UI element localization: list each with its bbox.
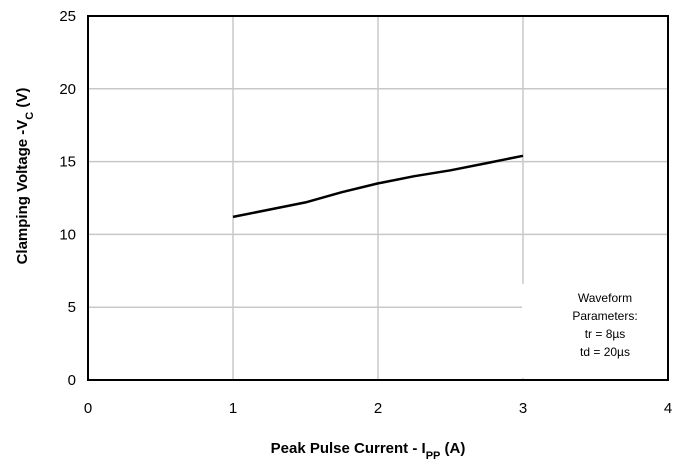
annotation-line-2: Parameters:: [572, 309, 637, 323]
y-tick-label: 0: [68, 372, 76, 389]
y-tick-label: 15: [59, 154, 76, 171]
x-tick-label: 4: [664, 400, 672, 417]
annotation-line-1: Waveform: [578, 291, 632, 305]
y-tick-label: 25: [59, 8, 76, 25]
x-tick-label: 3: [519, 400, 527, 417]
annotation-line-3: tr = 8µs: [585, 327, 626, 341]
plot-frame: [87, 15, 669, 381]
series-line-1: [232, 154, 524, 219]
x-tick-label: 2: [374, 400, 382, 417]
y-axis-title: Clamping Voltage -VC (V): [14, 88, 36, 265]
x-tick-label: 0: [84, 400, 92, 417]
grid: [88, 16, 668, 380]
y-tick-label: 10: [59, 226, 76, 243]
y-tick-label: 5: [68, 299, 76, 316]
annotation-background: [522, 284, 668, 378]
x-tick-label: 1: [229, 400, 237, 417]
x-tick-labels: 0 1 2 3 4: [84, 400, 672, 417]
series-group: [232, 154, 524, 219]
annotation-line-4: td = 20µs: [580, 345, 630, 359]
y-tick-label: 20: [59, 81, 76, 98]
y-tick-labels: 0 5 10 15 20 25: [59, 8, 76, 389]
x-axis-title: Peak Pulse Current - IPP (A): [271, 440, 466, 461]
annotation-box: Waveform Parameters: tr = 8µs td = 20µs: [522, 284, 668, 378]
